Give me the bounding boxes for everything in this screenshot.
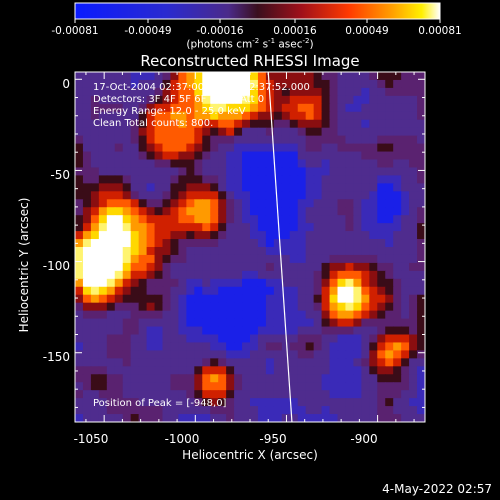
x-tick-label: -1000 [164, 432, 200, 446]
date-stamp: 4-May-2022 02:57 [382, 482, 492, 496]
info-clean-counts: Clean Total counts: 800. [93, 118, 214, 129]
y-tick-label: -100 [42, 259, 70, 273]
colorbar-tick-label: -0.00016 [196, 25, 244, 37]
colorbar-tick-label: 0.00049 [345, 25, 389, 37]
colorbar-units: (photons cm-2 s-1 asec-2) [186, 37, 314, 51]
x-tick-label: -1050 [73, 432, 109, 446]
y-tick-label: -150 [42, 350, 70, 364]
y-tick-label: -50 [50, 168, 70, 182]
x-axis-title: Heliocentric X (arcsec) [182, 448, 318, 462]
solar-image [75, 72, 425, 422]
solar-limb-line [267, 72, 293, 422]
peak-position-label: Position of Peak = [-948,0] [93, 398, 227, 409]
colorbar-tick-label: -0.00049 [124, 25, 172, 37]
y-tick-label: 0 [62, 77, 70, 91]
colorbar-tick-label: -0.00081 [51, 25, 99, 37]
info-time-range: 17-Oct-2004 02:37:00.000 to 02:37:52.000 [93, 82, 310, 93]
x-tick-label: -950 [259, 432, 287, 446]
y-axis-title: Heliocentric Y (arcsec) [17, 197, 31, 333]
image-title: Reconstructed RHESSI Image [140, 52, 360, 70]
axis-ticks [75, 72, 425, 422]
colorbar-ticks [74, 19, 441, 23]
colorbar-tick-label: 0.00081 [418, 25, 462, 37]
info-detectors: Detectors: 3F 4F 5F 6F 7F 8F Att 0 [93, 94, 265, 105]
observation-info: 17-Oct-2004 02:37:00.000 to 02:37:52.000… [93, 82, 310, 130]
x-tick-label: -900 [350, 432, 378, 446]
colorbar [74, 2, 441, 20]
info-energy-range: Energy Range: 12.0 - 25.0 keV [93, 106, 246, 117]
colorbar-tick-label: 0.00016 [273, 25, 317, 37]
